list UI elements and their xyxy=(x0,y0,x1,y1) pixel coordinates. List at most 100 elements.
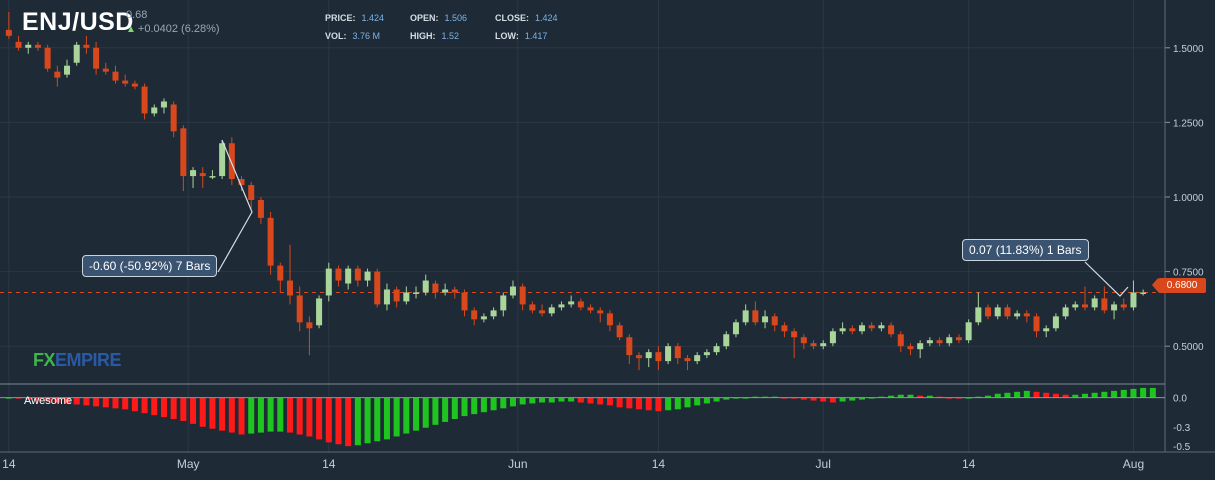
candle-up xyxy=(1072,304,1079,308)
ao-bar xyxy=(548,397,555,403)
rise-callout[interactable]: 0.07 (11.83%) 1 Bars xyxy=(962,239,1089,261)
candle-down xyxy=(810,343,817,347)
candle-up xyxy=(858,325,866,332)
ao-bar xyxy=(1014,391,1021,398)
candle-down xyxy=(180,128,187,177)
ao-bar xyxy=(160,397,167,418)
ao-bar xyxy=(655,397,662,412)
candle-up xyxy=(151,107,158,114)
candle-down xyxy=(228,143,235,180)
ao-bar xyxy=(597,397,604,405)
stat-high-label: HIGH: xyxy=(410,31,436,41)
ao-bar xyxy=(267,397,274,432)
candle-up xyxy=(490,310,497,317)
candle-up xyxy=(325,268,332,296)
candle-down xyxy=(684,358,691,362)
candle-down xyxy=(296,295,303,323)
ao-bar xyxy=(1033,391,1040,398)
candle-down xyxy=(800,337,807,344)
candle-down xyxy=(238,179,245,186)
candle-down xyxy=(461,292,468,311)
ao-bar xyxy=(490,397,497,411)
candle-down xyxy=(112,71,119,81)
ao-bar xyxy=(1004,392,1011,398)
ao-bar xyxy=(606,397,613,406)
ao-bar xyxy=(257,397,264,433)
candle-down xyxy=(374,271,381,305)
ao-bar xyxy=(383,397,390,440)
ao-bar xyxy=(888,395,895,398)
ao-bar xyxy=(820,397,827,402)
candle-up xyxy=(383,289,390,305)
candle-up xyxy=(713,346,720,353)
candle-down xyxy=(791,331,798,338)
candle-up xyxy=(219,143,226,177)
candle-down xyxy=(267,217,274,266)
stat-close-value: 1.424 xyxy=(535,13,558,23)
candle-up xyxy=(25,44,32,48)
ao-bar xyxy=(1091,392,1098,398)
ao-bar xyxy=(451,397,458,419)
rise-measure-line xyxy=(1084,261,1129,297)
ao-bar xyxy=(393,397,400,437)
ao-bar xyxy=(985,395,992,398)
ao-bar xyxy=(1101,391,1108,398)
ao-bar xyxy=(849,397,856,401)
stat-vol: VOL: 3.76 M xyxy=(325,31,380,41)
candle-up xyxy=(209,176,216,178)
ao-bar xyxy=(926,395,933,398)
candle-down xyxy=(577,301,584,308)
y-tick-label: 1.0000 xyxy=(1173,193,1204,204)
ao-bar xyxy=(539,397,546,403)
candle-up xyxy=(694,355,701,362)
symbol-title: ENJ/USD xyxy=(22,8,134,36)
callout-lines xyxy=(217,139,1129,297)
candle-up xyxy=(926,340,933,344)
candle-down xyxy=(102,68,109,72)
candle-down xyxy=(54,71,61,78)
candle-up xyxy=(190,170,197,177)
candle-down xyxy=(636,355,643,359)
ao-bar xyxy=(616,397,623,408)
candle-up xyxy=(160,101,167,108)
ao-bar xyxy=(519,397,526,405)
ao-bar xyxy=(917,395,924,398)
candle-up xyxy=(975,307,982,323)
stat-high: HIGH: 1.52 xyxy=(410,31,459,41)
candle-down xyxy=(83,44,90,48)
candle-down xyxy=(674,346,681,359)
ao-bar xyxy=(325,397,332,443)
ao-bar xyxy=(1140,387,1147,398)
ao-bar xyxy=(800,397,807,400)
candle-down xyxy=(849,328,856,332)
candle-down xyxy=(170,104,177,132)
stat-price: PRICE: 1.424 xyxy=(325,13,384,23)
ao-bar xyxy=(170,397,177,419)
candle-up xyxy=(442,289,449,293)
candle-series xyxy=(5,11,1147,371)
drop-callout[interactable]: -0.60 (-50.92%) 7 Bars xyxy=(82,255,218,277)
candle-down xyxy=(1120,304,1127,308)
candle-up xyxy=(946,337,953,344)
ao-bar xyxy=(1023,390,1030,398)
ao-bar xyxy=(568,397,575,402)
stat-price-value: 1.424 xyxy=(361,13,385,23)
candle-up xyxy=(1091,298,1098,308)
chart-header: ENJ/USD xyxy=(22,8,134,37)
ao-bar xyxy=(577,397,584,403)
x-tick-label: 14 xyxy=(652,457,666,471)
ao-bar xyxy=(34,397,41,401)
up-arrow-icon: ▲ xyxy=(126,24,136,35)
candle-down xyxy=(597,310,604,314)
current-price-tag: 0.6800 xyxy=(1152,278,1206,293)
candle-down xyxy=(539,310,546,314)
candle-up xyxy=(548,307,555,314)
candle-down xyxy=(907,346,914,350)
ao-bar xyxy=(994,393,1001,398)
ao-bar xyxy=(228,397,235,433)
ao-bar xyxy=(558,397,565,402)
candle-up xyxy=(1111,304,1118,311)
ao-bar xyxy=(1120,389,1127,398)
stat-low-value: 1.417 xyxy=(524,31,548,41)
candle-down xyxy=(1004,307,1011,317)
